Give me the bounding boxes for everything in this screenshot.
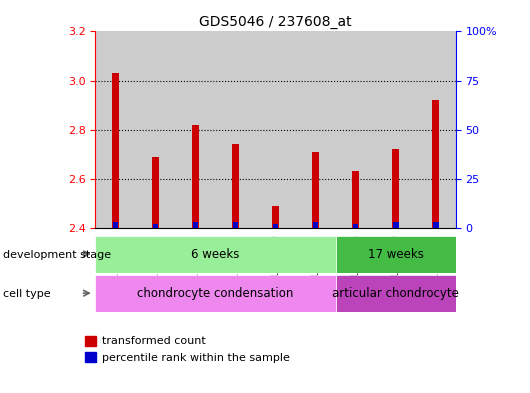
- Bar: [255, 31, 296, 228]
- Bar: [335, 275, 456, 312]
- Text: 17 weeks: 17 weeks: [368, 248, 423, 261]
- Bar: [432, 100, 439, 228]
- Bar: [136, 31, 175, 228]
- Text: chondrocyte condensation: chondrocyte condensation: [137, 287, 294, 300]
- Bar: [335, 31, 376, 228]
- Legend: transformed count, percentile rank within the sample: transformed count, percentile rank withi…: [85, 336, 289, 363]
- Bar: [433, 222, 439, 228]
- Bar: [393, 222, 399, 228]
- Text: development stage: development stage: [3, 250, 111, 260]
- Bar: [353, 224, 358, 228]
- Bar: [95, 236, 335, 273]
- Bar: [192, 125, 199, 228]
- Bar: [233, 222, 238, 228]
- Bar: [175, 31, 216, 228]
- Bar: [216, 31, 255, 228]
- Text: articular chondrocyte: articular chondrocyte: [332, 287, 459, 300]
- Bar: [313, 222, 319, 228]
- Bar: [376, 31, 416, 228]
- Bar: [392, 149, 399, 228]
- Text: cell type: cell type: [3, 289, 50, 299]
- Title: GDS5046 / 237608_at: GDS5046 / 237608_at: [199, 15, 352, 29]
- Bar: [112, 73, 119, 228]
- Bar: [296, 31, 335, 228]
- Bar: [112, 222, 118, 228]
- Bar: [352, 171, 359, 228]
- Text: 6 weeks: 6 weeks: [191, 248, 240, 261]
- Bar: [312, 152, 319, 228]
- Bar: [193, 222, 198, 228]
- Bar: [335, 236, 456, 273]
- Bar: [272, 206, 279, 228]
- Bar: [416, 31, 456, 228]
- Bar: [152, 157, 159, 228]
- Bar: [95, 31, 136, 228]
- Bar: [153, 224, 158, 228]
- Bar: [273, 224, 278, 228]
- Bar: [232, 144, 239, 228]
- Bar: [95, 275, 335, 312]
